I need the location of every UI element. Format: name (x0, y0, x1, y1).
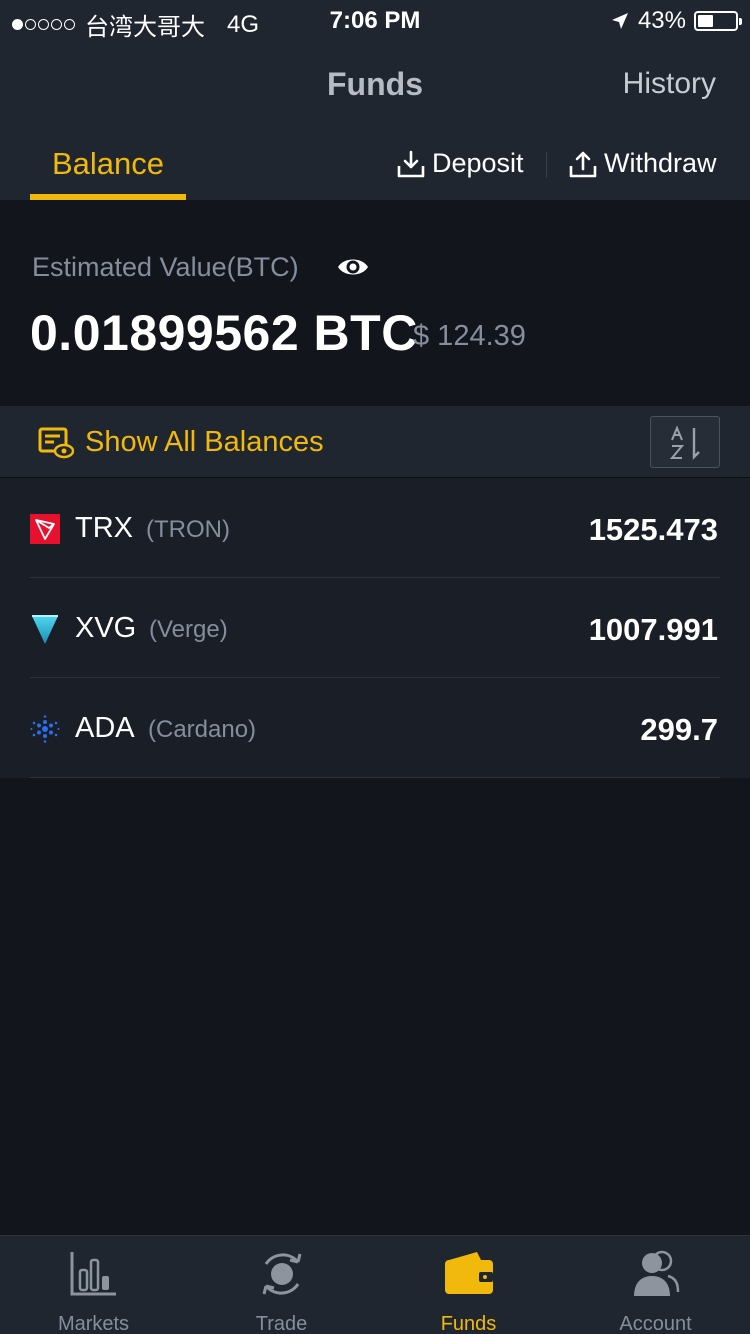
estimated-value-label: Estimated Value(BTC) (32, 252, 299, 282)
asset-amount: 1525.473 (588, 512, 718, 547)
row-divider (30, 677, 720, 678)
nav-header: Funds History (0, 40, 750, 128)
asset-name: (TRON) (146, 516, 230, 543)
deposit-label: Deposit (432, 148, 524, 178)
asset-row-xvg[interactable]: XVG (Verge) 1007.991 (0, 578, 750, 678)
markets-chart-icon (70, 1252, 116, 1296)
nav-trade-label: Trade (255, 1313, 308, 1334)
nav-account-label: Account (619, 1313, 692, 1334)
bottom-tab-bar: Markets Trade Funds Account (0, 1235, 750, 1334)
upload-icon (569, 151, 597, 177)
asset-row-ada[interactable]: ADA (Cardano) 299.7 (0, 678, 750, 778)
asset-symbol: TRX (75, 512, 133, 544)
asset-row-trx[interactable]: TRX (TRON) 1525.473 (0, 478, 750, 578)
status-left: 台湾大哥大 4G (12, 7, 259, 42)
nav-trade[interactable]: Trade (188, 1236, 375, 1334)
download-icon (397, 150, 425, 177)
sort-az-icon (669, 425, 700, 460)
btc-balance-value: 0.01899562 BTC (30, 305, 418, 361)
nav-funds-label: Funds (440, 1313, 497, 1334)
sort-button[interactable] (650, 416, 720, 468)
location-arrow-icon (611, 13, 628, 29)
asset-symbol: XVG (75, 612, 137, 644)
asset-amount: 299.7 (640, 712, 718, 747)
row-divider (30, 777, 720, 778)
status-time: 7:06 PM (329, 7, 421, 34)
network-type: 4G (227, 10, 260, 38)
withdraw-label: Withdraw (604, 148, 717, 178)
withdraw-button[interactable]: Withdraw (568, 148, 717, 179)
balances-toolbar: Show All Balances (0, 406, 750, 478)
tab-balance[interactable]: Balance (30, 128, 186, 200)
verge-icon (32, 615, 58, 644)
tab-divider (546, 152, 547, 178)
wallet-icon (444, 1252, 493, 1294)
status-right: 43% (610, 7, 742, 35)
show-all-balances-icon[interactable] (38, 425, 74, 459)
page-title: Funds (327, 66, 423, 102)
estimated-value-panel: Estimated Value(BTC) 0.01899562 BTC $ 12… (0, 200, 750, 406)
history-button[interactable]: History (622, 67, 716, 100)
row-divider (30, 577, 720, 578)
battery-icon (694, 11, 742, 31)
eye-icon[interactable] (336, 254, 370, 280)
asset-name: (Cardano) (148, 716, 257, 743)
deposit-button[interactable]: Deposit (396, 148, 524, 179)
battery-percent: 43% (637, 7, 686, 34)
trade-exchange-icon (262, 1253, 301, 1295)
nav-markets-label: Markets (57, 1313, 130, 1334)
signal-strength-icon (12, 19, 75, 30)
cardano-icon (30, 715, 60, 743)
show-all-balances-label[interactable]: Show All Balances (85, 426, 324, 458)
asset-list: TRX (TRON) 1525.473 XVG (Verge) 1007.991 (0, 478, 750, 778)
asset-amount: 1007.991 (588, 612, 718, 647)
usd-balance-value: $ 124.39 (413, 320, 526, 352)
status-bar: 台湾大哥大 4G 7:06 PM 43% (0, 0, 750, 42)
tab-bar: Balance Deposit Withdraw (0, 128, 750, 200)
account-users-icon (633, 1250, 679, 1296)
carrier-name: 台湾大哥大 (85, 14, 205, 41)
nav-account[interactable]: Account (562, 1236, 749, 1334)
tron-icon (30, 514, 60, 544)
asset-symbol: ADA (75, 712, 135, 744)
asset-name: (Verge) (149, 616, 228, 643)
nav-markets[interactable]: Markets (0, 1236, 187, 1334)
nav-funds[interactable]: Funds (375, 1236, 562, 1334)
